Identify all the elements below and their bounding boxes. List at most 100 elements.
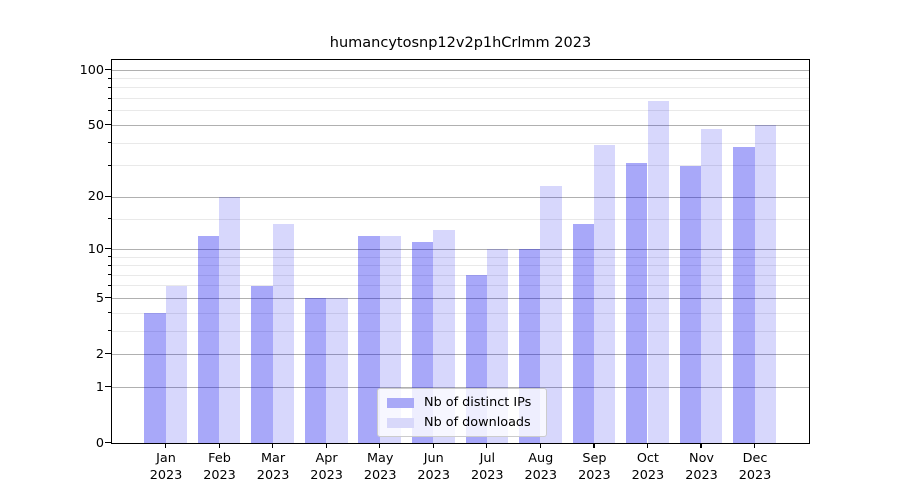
bar-ips-dec-2023	[733, 146, 755, 443]
bar-downloads-nov-2023	[701, 128, 723, 443]
y-tick-label-20: 20	[87, 189, 104, 205]
gridline-major-1	[112, 386, 809, 388]
y-tick-label-10: 10	[87, 241, 104, 257]
x-tick-label-jul-2023: Jul 2023	[471, 451, 504, 483]
y-tick-label-100: 100	[79, 62, 104, 78]
ytick-minor-7	[107, 274, 111, 276]
x-tick-label-feb-2023: Feb 2023	[203, 451, 236, 483]
ytick-minor-4	[107, 312, 111, 314]
xtick-jul-2023	[486, 443, 488, 448]
ytick-major-10	[105, 248, 111, 250]
gridline-major-10	[112, 248, 809, 250]
gridline-minor-90	[112, 78, 809, 79]
ytick-major-100	[105, 69, 111, 71]
bar-downloads-jan-2023	[165, 285, 187, 443]
legend-swatch-distinct-ips	[387, 397, 414, 408]
ytick-major-0	[105, 442, 111, 444]
gridline-major-20	[112, 196, 809, 198]
legend-label-distinct-ips: Nb of distinct IPs	[424, 395, 532, 410]
gridline-minor-9	[112, 256, 809, 258]
xtick-jun-2023	[432, 443, 434, 448]
ytick-minor-60	[107, 109, 111, 111]
xtick-oct-2023	[646, 443, 649, 448]
x-tick-label-mar-2023: Mar 2023	[256, 451, 290, 483]
gridline-major-50	[112, 124, 809, 126]
gridline-minor-8	[112, 265, 809, 266]
ytick-minor-15	[107, 218, 111, 220]
ytick-minor-40	[107, 142, 111, 144]
x-tick-label-nov-2023: Nov 2023	[685, 451, 718, 483]
gridline-minor-15	[112, 218, 809, 220]
x-tick-label-dec-2023: Dec 2023	[738, 451, 772, 483]
bar-ips-mar-2023	[251, 285, 273, 443]
plot-area	[105, 59, 810, 448]
ytick-minor-8	[107, 264, 111, 266]
x-tick-label-aug-2023: Aug 2023	[524, 451, 558, 483]
y-tick-label-2: 2	[95, 346, 104, 362]
ytick-major-5	[105, 297, 111, 299]
gridline-minor-3	[112, 330, 809, 332]
ytick-minor-3	[107, 330, 111, 332]
x-tick-label-jun-2023: Jun 2023	[417, 451, 450, 483]
gridline-minor-80	[112, 87, 809, 89]
gridline-minor-6	[112, 285, 809, 287]
ytick-minor-70	[107, 97, 111, 99]
gridline-major-2	[112, 353, 809, 355]
bar-ips-nov-2023	[679, 165, 702, 443]
gridline-minor-40	[112, 142, 809, 144]
y-tick-label-0: 0	[95, 435, 104, 451]
ytick-major-2	[105, 353, 111, 355]
x-tick-label-may-2023: May 2023	[363, 451, 397, 483]
ytick-minor-80	[107, 86, 111, 88]
ytick-minor-30	[107, 164, 111, 166]
legend-item-distinct-ips: Nb of distinct IPs	[378, 395, 546, 410]
gridline-major-100	[112, 69, 809, 71]
gridline-minor-70	[112, 98, 809, 100]
ytick-minor-90	[107, 77, 111, 79]
y-tick-label-5: 5	[95, 290, 104, 306]
bar-downloads-apr-2023	[326, 298, 348, 443]
y-tick-label-50: 50	[87, 117, 104, 133]
gridline-minor-30	[112, 165, 809, 167]
gridline-minor-4	[112, 312, 809, 314]
bar-ips-may-2023	[358, 235, 380, 443]
legend: Nb of distinct IPs Nb of downloads	[377, 388, 547, 437]
bar-downloads-aug-2023	[540, 186, 562, 443]
xtick-feb-2023	[218, 443, 220, 448]
gridline-minor-7	[112, 274, 809, 276]
xtick-mar-2023	[272, 443, 274, 448]
legend-swatch-downloads	[387, 417, 414, 428]
xtick-jan-2023	[164, 443, 167, 448]
x-tick-label-oct-2023: Oct 2023	[631, 451, 665, 483]
bar-downloads-sep-2023	[594, 144, 616, 443]
xtick-apr-2023	[325, 443, 327, 448]
xtick-dec-2023	[754, 443, 756, 448]
bar-downloads-mar-2023	[272, 224, 295, 443]
ytick-major-50	[105, 124, 111, 126]
x-tick-label-jan-2023: Jan 2023	[149, 451, 183, 483]
bar-ips-oct-2023	[626, 162, 648, 443]
gridline-minor-60	[112, 110, 809, 112]
bar-ips-sep-2023	[572, 224, 594, 443]
bar-ips-apr-2023	[304, 298, 327, 443]
gridline-major-5	[112, 297, 809, 299]
bar-ips-feb-2023	[197, 235, 220, 443]
xtick-nov-2023	[700, 443, 702, 448]
legend-item-downloads: Nb of downloads	[378, 415, 546, 430]
x-tick-label-sep-2023: Sep 2023	[578, 451, 611, 483]
chart-title: humancytosnp12v2p1hCrlmm 2023	[329, 35, 592, 51]
bar-downloads-dec-2023	[754, 125, 776, 443]
bar-downloads-feb-2023	[219, 196, 241, 443]
xtick-sep-2023	[593, 443, 595, 448]
x-tick-label-apr-2023: Apr 2023	[310, 451, 343, 483]
bar-ips-jan-2023	[144, 312, 166, 443]
ytick-minor-6	[107, 284, 111, 286]
ytick-major-1	[105, 386, 111, 388]
ytick-major-20	[105, 195, 111, 198]
xtick-aug-2023	[539, 443, 542, 448]
y-tick-label-1: 1	[95, 379, 104, 395]
legend-label-downloads: Nb of downloads	[424, 415, 531, 430]
bar-downloads-oct-2023	[647, 100, 669, 443]
xtick-may-2023	[379, 443, 381, 448]
